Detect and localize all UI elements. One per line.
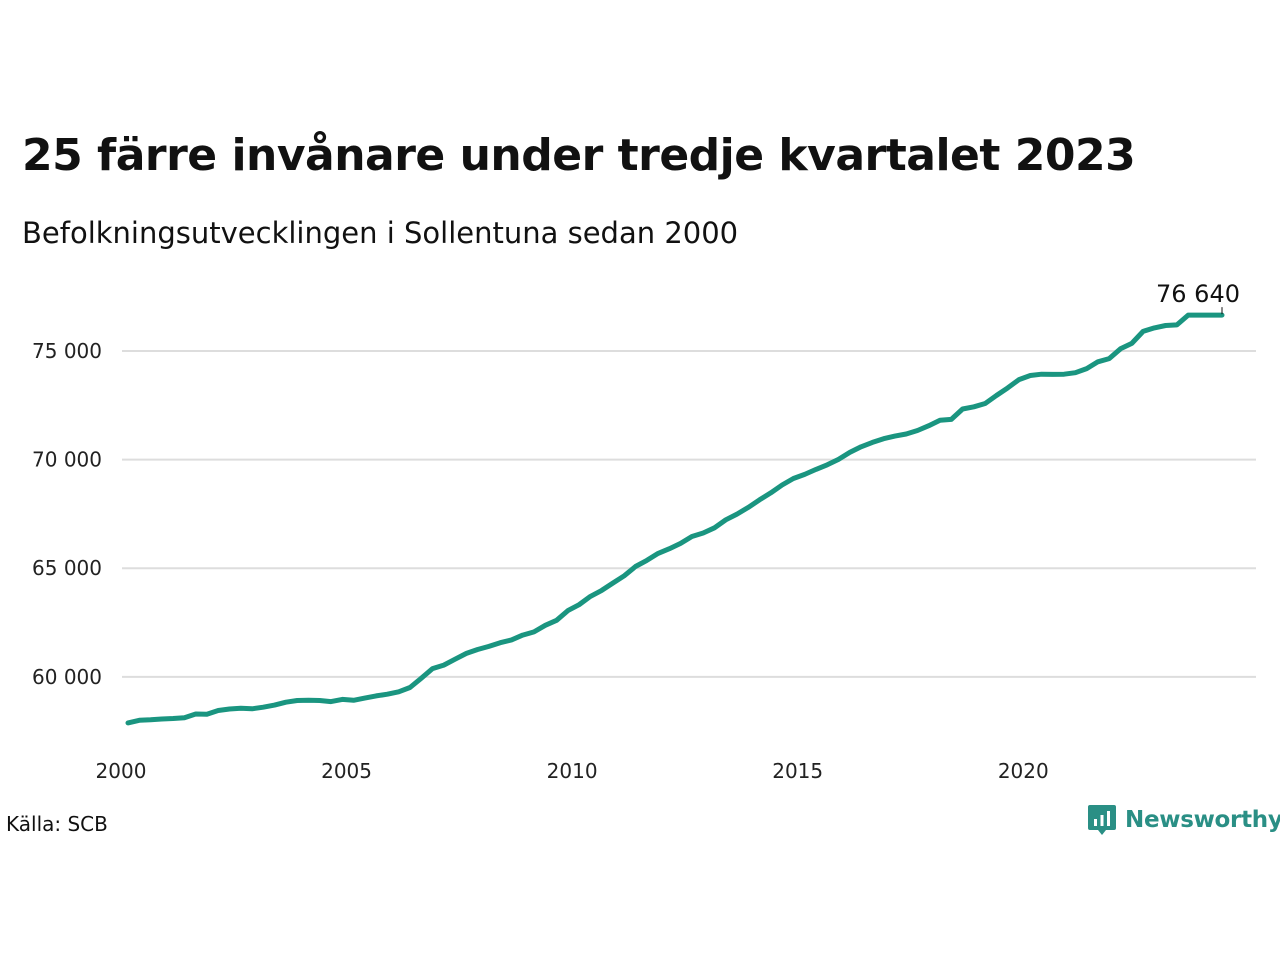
gridlines: [122, 349, 1256, 678]
y-tick-label: 60 000: [32, 665, 102, 689]
x-tick-label: 2020: [998, 759, 1049, 783]
newsworthy-logo-icon: [1088, 805, 1116, 835]
y-tick-label: 75 000: [32, 339, 102, 363]
y-axis-ticks: 60 000 65 000 70 000 75 000: [32, 339, 102, 689]
y-tick-label: 70 000: [32, 448, 102, 472]
annotation-layer: 76 640: [1156, 280, 1240, 315]
x-tick-label: 2015: [772, 759, 823, 783]
chart-title: 25 färre invånare under tredje kvartalet…: [22, 130, 1136, 181]
x-tick-label: 2010: [547, 759, 598, 783]
y-tick-label: 65 000: [32, 556, 102, 580]
chart-subtitle: Befolkningsutvecklingen i Sollentuna sed…: [22, 216, 739, 250]
source-note: Källa: SCB: [6, 812, 108, 836]
series-layer: [125, 312, 1225, 726]
series-line: [125, 312, 1225, 726]
brand-name: Newsworthy: [1125, 807, 1280, 833]
x-axis-ticks: 2000 2005 2010 2015 2020: [96, 759, 1049, 783]
x-tick-label: 2005: [321, 759, 372, 783]
last-value-label: 76 640: [1156, 280, 1240, 308]
x-tick-label: 2000: [96, 759, 147, 783]
brand-logo: Newsworthy: [1087, 803, 1280, 837]
